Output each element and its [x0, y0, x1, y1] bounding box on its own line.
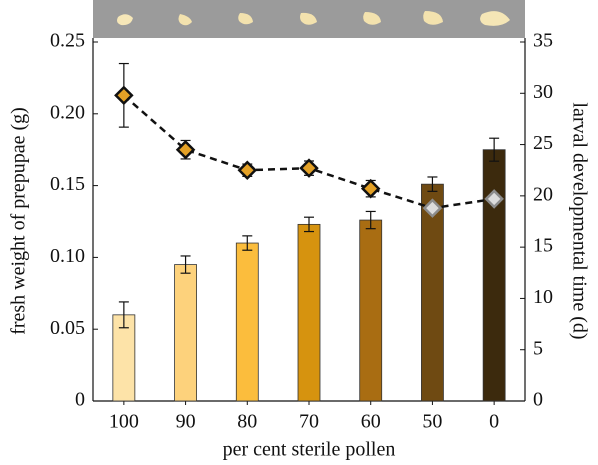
bar — [482, 149, 506, 402]
y2-tick-label: 0 — [533, 389, 543, 411]
x-tick-label: 80 — [237, 411, 257, 433]
marker — [175, 139, 196, 160]
y-tick-label: 0.25 — [50, 30, 85, 52]
marker — [360, 178, 381, 199]
bar — [359, 219, 383, 402]
marker — [299, 158, 319, 178]
y-axis-label: fresh weight of prepupae (g) — [8, 107, 30, 335]
x-tick-label: 60 — [361, 411, 381, 433]
y2-tick-label: 15 — [533, 235, 553, 257]
x-axis-label: per cent sterile pollen — [223, 439, 396, 461]
error-bar — [427, 176, 438, 192]
y-tick-label: 0.20 — [50, 101, 85, 123]
marker — [422, 198, 443, 218]
error-bar — [365, 210, 376, 230]
bar — [297, 223, 321, 402]
x-tick-label: 0 — [489, 411, 499, 433]
y2-tick-label: 25 — [533, 132, 553, 154]
y-tick-label: 0.10 — [50, 245, 85, 267]
error-bar — [242, 235, 253, 251]
x-tick-label: 100 — [109, 411, 139, 433]
photo-strip — [93, 0, 525, 38]
y-tick-label: 0.15 — [50, 173, 85, 195]
y2-tick-label: 10 — [533, 286, 553, 308]
bar — [235, 242, 259, 402]
y-tick-label: 0 — [75, 389, 85, 411]
error-bar — [118, 301, 129, 329]
y2-tick-label: 5 — [533, 337, 543, 359]
marker — [237, 160, 258, 180]
x-tick-label: 90 — [176, 411, 196, 433]
marker — [484, 189, 504, 209]
x-tick-label: 70 — [299, 411, 319, 433]
y2-tick-label: 35 — [533, 30, 553, 52]
error-bar — [489, 137, 500, 162]
y2-tick-label: 20 — [533, 183, 553, 205]
y-tick-label: 0.05 — [50, 317, 85, 339]
marker — [114, 85, 134, 106]
error-bar — [304, 216, 314, 233]
y2-axis-label: larval developmental time (d) — [568, 102, 590, 339]
x-tick-label: 50 — [422, 411, 442, 433]
y2-tick-label: 30 — [533, 81, 553, 103]
bar — [174, 264, 197, 402]
error-bar — [180, 255, 191, 274]
